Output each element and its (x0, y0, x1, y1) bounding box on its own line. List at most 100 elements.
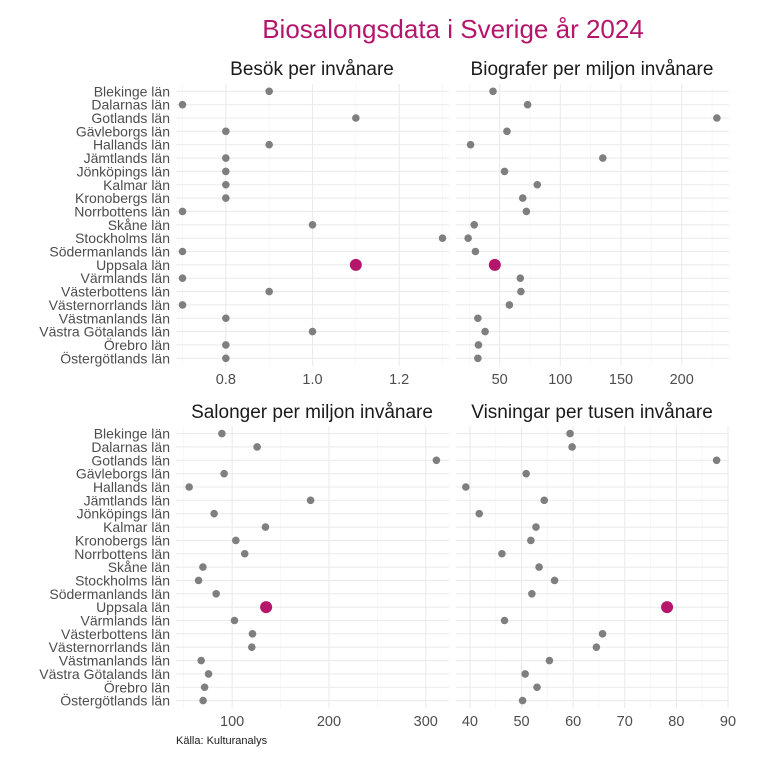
y-tick-label: Jönköpings län (77, 163, 170, 179)
data-point (432, 456, 441, 465)
data-point (222, 354, 230, 363)
y-tick-label: Hallands län (93, 479, 170, 495)
data-point (438, 234, 447, 242)
data-point (230, 616, 239, 625)
data-point (568, 443, 576, 451)
x-tick-label: 50 (492, 372, 508, 388)
data-point (197, 656, 205, 665)
data-point (474, 341, 483, 349)
panel-4: Visningar per tusen invånare 40 50 60 70 80 90 (456, 402, 736, 730)
y-tick-label: Dalarnas län (91, 439, 170, 455)
data-point (240, 549, 249, 558)
data-point (222, 127, 230, 136)
data-point (535, 563, 543, 571)
y-tick-label: Norrbottens län (74, 546, 170, 562)
y-tick-label: Västmanlands län (59, 310, 170, 326)
data-point (503, 127, 511, 136)
panel-3: Salonger per miljon invånare 100 200 300 Ble… (39, 402, 449, 730)
panel-title: Salonger per miljon invånare (191, 402, 433, 423)
chart-title: Biosalongsdata i Sverige år 2024 (262, 14, 644, 44)
data-point (222, 314, 230, 323)
y-tick-label: Kronobergs län (75, 532, 170, 548)
x-tick-label: 80 (668, 714, 684, 730)
data-point (550, 576, 559, 585)
y-tick-label: Östergötlands län (60, 692, 170, 709)
data-point (222, 194, 230, 202)
data-point (261, 523, 270, 531)
data-point (466, 140, 475, 149)
data-point (232, 536, 240, 545)
data-point (599, 154, 607, 162)
caption: Källa: Kulturanalys (176, 735, 268, 747)
x-tick-label: 1.0 (302, 372, 322, 388)
data-point (178, 274, 187, 283)
data-point (178, 100, 187, 109)
y-tick-label: Jämtlands län (84, 150, 170, 166)
data-point (222, 341, 230, 349)
data-point (462, 483, 470, 491)
data-point (306, 496, 315, 505)
y-tick-label: Kronobergs län (75, 190, 170, 206)
x-tick-label: 70 (617, 714, 633, 730)
y-tick-label: Uppsala län (96, 599, 170, 615)
y-tick-label: Kalmar län (103, 177, 170, 193)
highlight-point (260, 601, 273, 614)
data-point (474, 354, 482, 363)
data-point (218, 429, 226, 438)
x-tick-label: 100 (220, 714, 244, 730)
x-tick-label: 1.2 (389, 372, 409, 388)
data-point (712, 456, 721, 465)
y-tick-label: Västmanlands län (59, 653, 170, 669)
data-point (222, 180, 230, 189)
y-tick-label: Västra Götalands län (39, 324, 170, 340)
data-point (210, 509, 218, 518)
data-point (521, 670, 529, 678)
data-point (505, 301, 514, 309)
data-point (308, 327, 317, 336)
data-point (592, 643, 601, 651)
x-tick-label: 150 (609, 372, 633, 388)
data-point (713, 114, 721, 122)
data-point (464, 234, 472, 242)
data-point (533, 180, 542, 189)
data-point (474, 314, 482, 323)
data-point (517, 287, 525, 296)
data-point (178, 301, 187, 309)
data-point (248, 630, 257, 638)
x-tick-label: 200 (317, 714, 341, 730)
y-tick-label: Västernorrlands län (49, 297, 170, 313)
y-tick-label: Gotlands län (91, 452, 170, 468)
data-point (500, 167, 509, 176)
y-tick-label: Jämtlands län (84, 492, 170, 508)
x-tick-label: 90 (720, 714, 736, 730)
x-tick-label: 0.8 (216, 372, 236, 388)
y-tick-label: Gävleborgs län (76, 123, 170, 139)
data-point (248, 643, 256, 651)
data-point (185, 483, 193, 491)
data-point (308, 221, 317, 229)
data-point (533, 683, 541, 692)
data-point (220, 469, 228, 478)
data-point (200, 683, 209, 692)
y-tick-label: Västerbottens län (61, 284, 170, 300)
highlight-point (661, 601, 674, 614)
data-point (481, 327, 489, 336)
data-point (489, 87, 497, 96)
highlight-point (349, 258, 362, 271)
y-tick-label: Blekinge län (94, 426, 170, 442)
y-tick-label: Norrbottens län (74, 203, 170, 219)
y-tick-label: Örebro län (104, 336, 170, 353)
y-tick-label: Blekinge län (94, 83, 170, 99)
data-point (523, 100, 532, 109)
y-tick-label: Örebro län (104, 678, 170, 695)
y-tick-label: Stockholms län (75, 572, 170, 588)
y-tick-label: Värmlands län (81, 270, 171, 286)
data-point (545, 656, 554, 665)
highlight-point (488, 258, 501, 271)
y-tick-label: Dalarnas län (91, 97, 170, 113)
y-tick-label: Gotlands län (91, 110, 170, 126)
data-point (518, 696, 527, 705)
data-point (522, 469, 530, 478)
x-tick-label: 40 (462, 714, 478, 730)
